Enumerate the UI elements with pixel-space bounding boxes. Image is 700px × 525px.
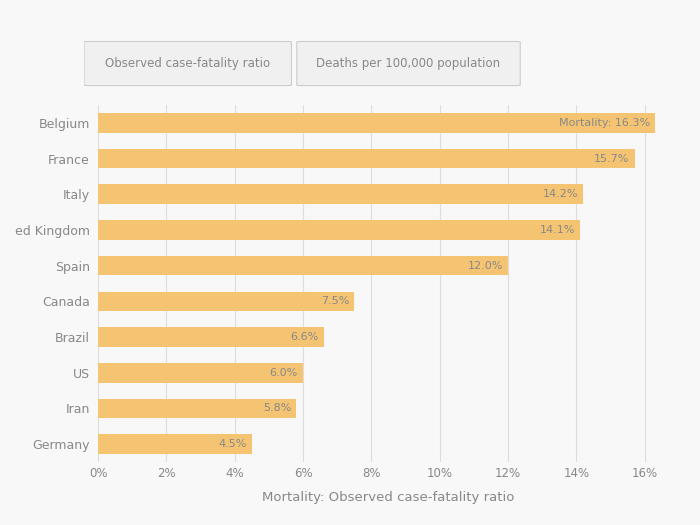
Text: 5.8%: 5.8% [262, 403, 291, 414]
Text: 12.0%: 12.0% [468, 260, 503, 271]
X-axis label: Mortality: Observed case-fatality ratio: Mortality: Observed case-fatality ratio [262, 491, 514, 504]
FancyBboxPatch shape [84, 41, 291, 86]
Text: 4.5%: 4.5% [218, 439, 246, 449]
Bar [98, 256, 508, 276]
Text: 6.6%: 6.6% [290, 332, 318, 342]
Text: 14.1%: 14.1% [540, 225, 575, 235]
Text: 14.2%: 14.2% [542, 189, 578, 200]
Text: 15.7%: 15.7% [594, 153, 629, 164]
Text: Deaths per 100,000 population: Deaths per 100,000 population [316, 57, 500, 69]
Bar [98, 363, 303, 383]
Bar [98, 184, 583, 204]
Text: Observed case-fatality ratio: Observed case-fatality ratio [105, 57, 270, 69]
FancyBboxPatch shape [297, 41, 520, 86]
Bar [98, 327, 323, 347]
Bar [98, 113, 655, 133]
Text: Mortality: 16.3%: Mortality: 16.3% [559, 118, 650, 128]
Bar [98, 434, 252, 454]
Bar [98, 291, 354, 311]
Bar [98, 398, 296, 418]
Bar [98, 149, 635, 169]
Text: 6.0%: 6.0% [270, 368, 298, 378]
Bar [98, 220, 580, 240]
Text: 7.5%: 7.5% [321, 296, 349, 307]
